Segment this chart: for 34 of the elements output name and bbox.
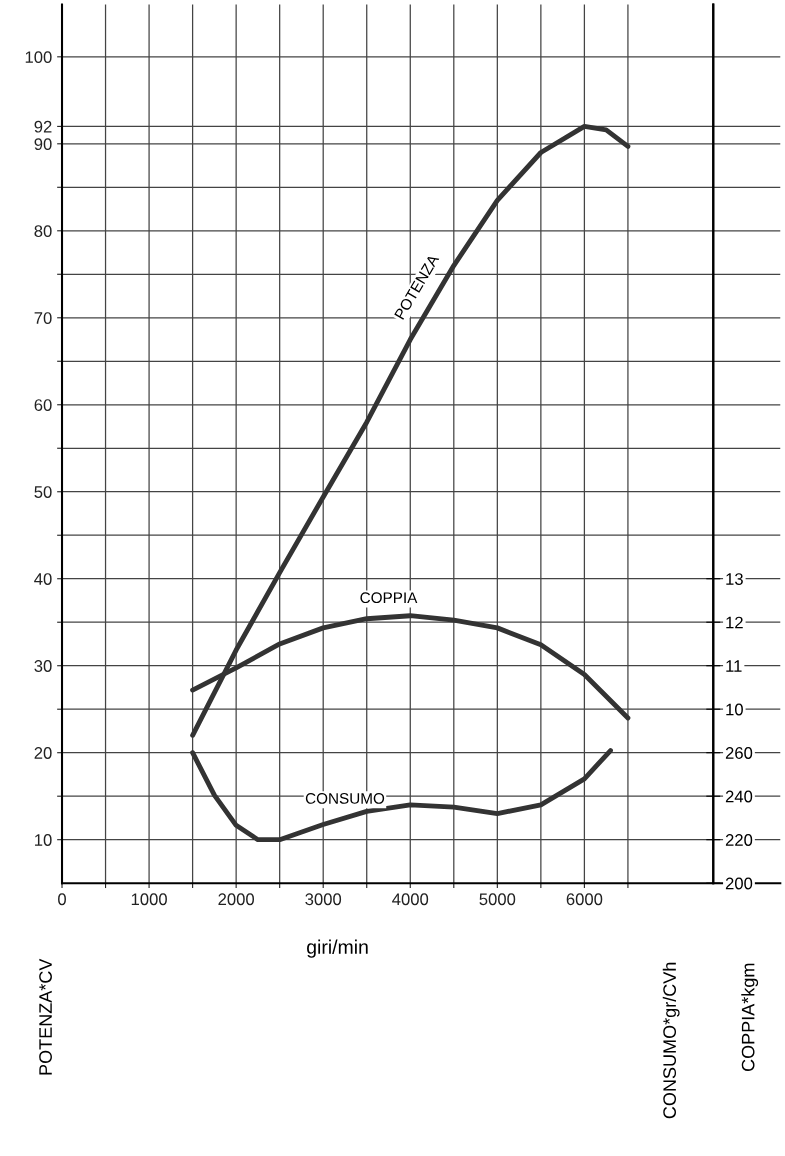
series-label: COPPIA bbox=[360, 592, 418, 604]
y2-tick-label: 10 bbox=[726, 703, 743, 716]
x-tick-label: 3000 bbox=[305, 893, 342, 906]
line-series bbox=[190, 123, 631, 738]
x-tick-label: 4000 bbox=[392, 893, 429, 906]
y2-tick-label: 11 bbox=[726, 660, 742, 672]
y3-axis-title: CONSUMO*gr/CVh bbox=[662, 962, 680, 1119]
x-tick-label: 5000 bbox=[479, 893, 516, 906]
y2-tick-label: 13 bbox=[726, 573, 743, 585]
y-axis-title: POTENZA*CV bbox=[39, 958, 52, 1075]
x-tick-label: 0 bbox=[58, 893, 66, 906]
y3-tick-label: 260 bbox=[725, 747, 753, 759]
line-series bbox=[190, 748, 613, 843]
y-tick-label: 90 bbox=[34, 138, 52, 150]
x-tick-label: 2000 bbox=[218, 893, 255, 906]
y-tick-label: 92 bbox=[34, 120, 52, 133]
y-tick-label: 10 bbox=[35, 834, 52, 846]
y-tick-label: 100 bbox=[25, 51, 52, 64]
y-tick-label: 50 bbox=[34, 486, 52, 498]
y-tick-label: 30 bbox=[34, 660, 52, 672]
y-tick-label: 20 bbox=[34, 747, 52, 759]
y-tick-label: 60 bbox=[34, 399, 52, 411]
y-tick-label: 70 bbox=[34, 312, 52, 324]
y3-tick-label: 200 bbox=[725, 877, 753, 890]
x-tick-label: 6000 bbox=[566, 893, 603, 906]
y-tick-label: 80 bbox=[34, 225, 52, 237]
y2-axis-title: COPPIA*kgm bbox=[741, 963, 759, 1072]
x-axis-title: giri/min bbox=[307, 939, 368, 958]
y3-tick-label: 220 bbox=[725, 834, 753, 846]
y2-tick-label: 12 bbox=[726, 616, 743, 629]
series-label: CONSUMO bbox=[305, 792, 385, 804]
x-tick-label: 1000 bbox=[131, 893, 167, 906]
y-tick-label: 40 bbox=[34, 573, 52, 585]
y3-tick-label: 240 bbox=[725, 790, 753, 803]
